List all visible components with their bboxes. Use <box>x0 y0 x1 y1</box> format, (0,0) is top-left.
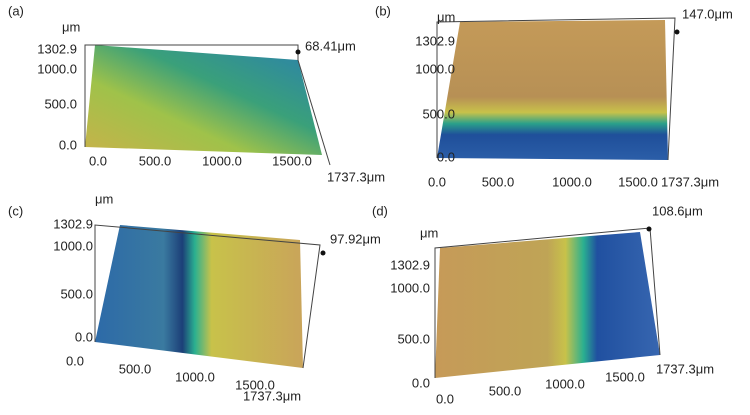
y-tick-label: 500.0 <box>44 96 77 111</box>
height-label: 147.0μm <box>682 6 733 21</box>
x-tick-label: 0.0 <box>66 353 84 368</box>
surface-b <box>437 20 668 160</box>
y-tick-label: 500.0 <box>60 286 93 301</box>
y-tick-label: 1302.9 <box>53 216 93 231</box>
y-tick-label: 1000.0 <box>390 280 430 295</box>
x-tick-label: 1737.3μm <box>656 361 714 376</box>
panel-label: (a) <box>8 3 24 18</box>
x-tick-label: 500.0 <box>482 174 515 189</box>
y-tick-label: 500.0 <box>397 331 430 346</box>
height-marker <box>674 29 680 35</box>
height-label: 68.41μm <box>305 38 356 53</box>
axis-unit: μm <box>437 9 455 24</box>
frame-b <box>436 17 676 161</box>
x-tick-label: 1737.3μm <box>661 174 719 189</box>
x-tick-label: 0.0 <box>428 174 446 189</box>
frame-d <box>434 227 661 378</box>
y-tick-label: 1302.9 <box>390 257 430 272</box>
x-tick-label: 1500.0 <box>272 153 312 168</box>
height-marker <box>295 49 301 55</box>
y-tick-label: 1000.0 <box>37 61 77 76</box>
frame-a <box>84 44 331 166</box>
y-tick-label: 1000.0 <box>53 238 93 253</box>
y-tick-label: 0.0 <box>75 329 93 344</box>
axis-unit: μm <box>95 191 113 206</box>
x-tick-label: 1000.0 <box>545 376 585 391</box>
x-tick-label: 1500.0 <box>235 377 275 392</box>
panel-label: (c) <box>8 203 23 218</box>
panel-label: (d) <box>372 203 388 218</box>
y-tick-label: 0.0 <box>412 375 430 390</box>
y-tick-label: 500.0 <box>422 106 455 121</box>
x-tick-label: 500.0 <box>139 153 172 168</box>
axis-unit: μm <box>62 19 80 34</box>
x-tick-label: 0.0 <box>436 391 454 406</box>
x-tick-label: 1000.0 <box>552 174 592 189</box>
x-tick-label: 1500.0 <box>618 174 658 189</box>
axis-unit: μm <box>420 225 438 240</box>
x-tick-label: 1737.3μm <box>327 169 385 184</box>
x-tick-label: 500.0 <box>489 383 522 398</box>
y-tick-label: 0.0 <box>437 149 455 164</box>
y-tick-label: 0.0 <box>59 137 77 152</box>
y-tick-label: 1302.9 <box>37 41 77 56</box>
x-tick-label: 1737.3μm <box>243 388 301 403</box>
surface-d <box>435 232 660 378</box>
y-tick-label: 1000.0 <box>415 61 455 76</box>
x-tick-label: 0.0 <box>89 153 107 168</box>
x-tick-label: 1500.0 <box>605 369 645 384</box>
frame-c <box>94 224 321 369</box>
height-marker <box>646 226 652 232</box>
panel-label: (b) <box>375 3 391 18</box>
x-tick-label: 500.0 <box>119 361 152 376</box>
height-label: 108.6μm <box>652 203 703 218</box>
surfaces <box>84 17 676 378</box>
height-marker <box>320 250 326 256</box>
height-label: 97.92μm <box>330 231 381 246</box>
y-tick-label: 1302.9 <box>415 33 455 48</box>
surface-c <box>95 225 303 368</box>
x-tick-label: 1000.0 <box>175 369 215 384</box>
surface-a <box>85 45 322 155</box>
x-tick-label: 1000.0 <box>202 153 242 168</box>
